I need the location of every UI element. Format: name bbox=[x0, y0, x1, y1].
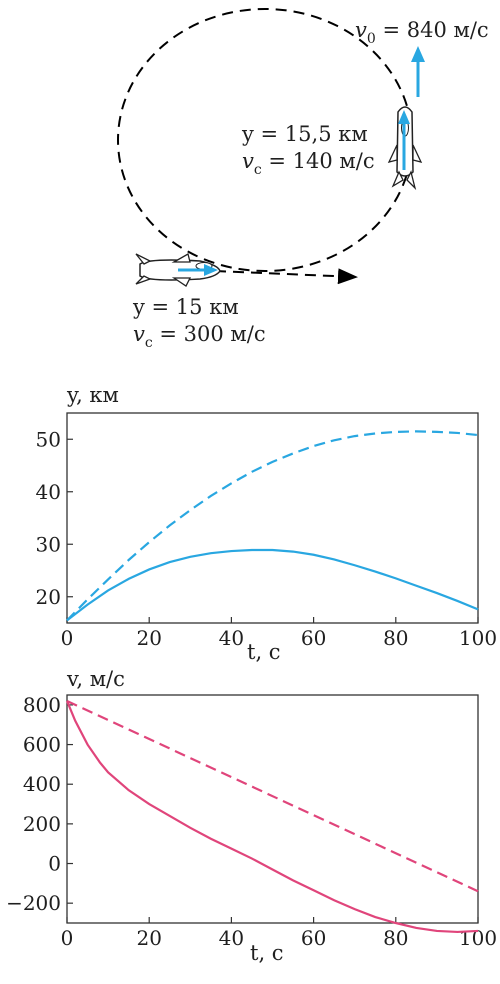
x-tick-label: 20 bbox=[136, 926, 161, 950]
speed-y-axis-title: v, м/с bbox=[66, 667, 125, 691]
altitude-plot-frame bbox=[66, 412, 479, 624]
x-tick-label: 20 bbox=[136, 626, 161, 650]
x-tick-label: 40 bbox=[219, 926, 244, 950]
y-tick-label: 600 bbox=[23, 733, 61, 757]
y-tick-label: 200 bbox=[23, 812, 61, 836]
series-line-solid bbox=[65, 700, 479, 934]
x-tick-label: 40 bbox=[219, 626, 244, 650]
x-tick-label: 100 bbox=[459, 626, 497, 650]
x-tick-label: 60 bbox=[301, 926, 326, 950]
series-line-dashed bbox=[66, 699, 479, 893]
y-tick-label: 400 bbox=[23, 772, 61, 796]
y-tick-label: 50 bbox=[36, 427, 61, 451]
series-line-solid bbox=[66, 548, 479, 622]
v0-arrowhead bbox=[411, 46, 425, 62]
series-line-dashed bbox=[66, 430, 479, 622]
x-tick-label: 100 bbox=[459, 926, 497, 950]
top-speed-label: vc = 140 м/с bbox=[242, 149, 375, 178]
x-tick-label: 80 bbox=[383, 926, 408, 950]
plane-vertical-velocity-arrowhead bbox=[398, 110, 410, 124]
trajectory-diagram: v0 = 840 м/с y = 15,5 км vc = 140 м/с y … bbox=[117, 8, 489, 351]
x-tick-label: 80 bbox=[383, 626, 408, 650]
x-tick-label: 60 bbox=[301, 626, 326, 650]
plane-horizontal-velocity-arrowhead bbox=[204, 264, 218, 276]
bottom-altitude-label: y = 15 км bbox=[132, 295, 239, 319]
speed-x-axis-title: t, с bbox=[250, 941, 284, 965]
exit-trajectory bbox=[214, 268, 358, 285]
top-altitude-label: y = 15,5 км bbox=[241, 122, 368, 146]
altitude-x-axis-title: t, с bbox=[247, 640, 281, 664]
y-tick-label: 20 bbox=[36, 585, 61, 609]
y-tick-label: 40 bbox=[36, 480, 61, 504]
y-tick-label: 0 bbox=[48, 852, 61, 876]
x-tick-label: 0 bbox=[61, 626, 74, 650]
x-tick-label: 0 bbox=[61, 926, 74, 950]
y-tick-label: 800 bbox=[23, 693, 61, 717]
y-tick-label: 30 bbox=[36, 532, 61, 556]
speed-plot-frame bbox=[66, 694, 479, 924]
bottom-speed-label: vc = 300 м/с bbox=[133, 322, 266, 351]
y-tick-label: −200 bbox=[6, 891, 61, 915]
altitude-y-axis-title: y, км bbox=[66, 383, 119, 407]
v0-label: v0 = 840 м/с bbox=[355, 18, 489, 47]
